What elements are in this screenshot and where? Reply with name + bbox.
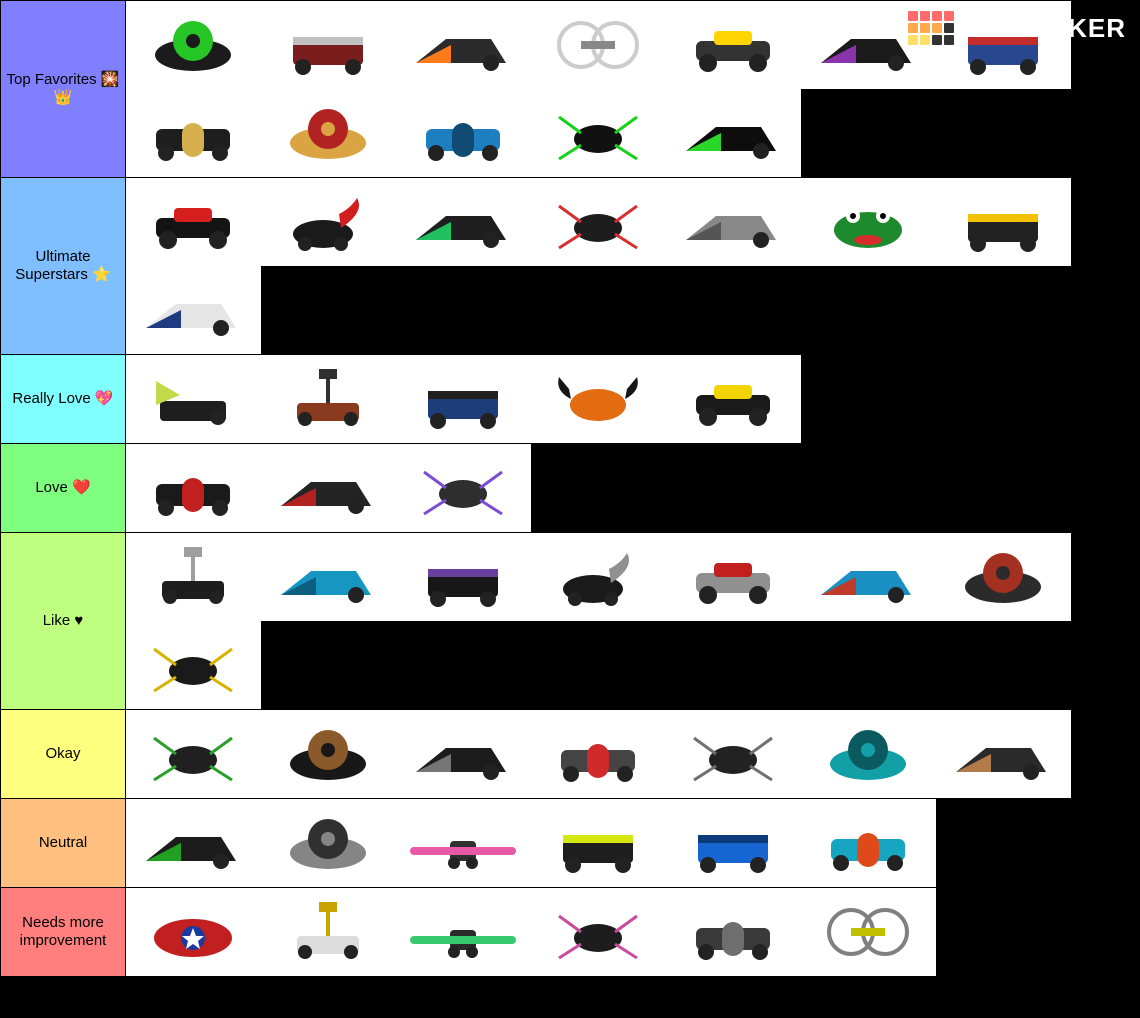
tier-items[interactable] <box>126 799 1140 887</box>
tier-item[interactable] <box>261 710 396 798</box>
tier-item[interactable] <box>261 888 396 976</box>
tier-label[interactable]: Neutral <box>1 799 126 887</box>
tier-item[interactable] <box>126 266 261 354</box>
tier-items[interactable] <box>126 178 1140 354</box>
tier-item[interactable] <box>801 799 936 887</box>
tier-item[interactable] <box>396 1 531 89</box>
tier-items[interactable] <box>126 444 1140 532</box>
tier-item[interactable] <box>666 178 801 266</box>
logo-grid-icon <box>908 11 954 45</box>
tier-row: Love ❤️ <box>1 444 1140 533</box>
tier-item[interactable] <box>261 1 396 89</box>
tier-items[interactable]: TIERMAKER <box>126 1 1140 177</box>
tier-label[interactable]: Like ♥ <box>1 533 126 709</box>
tier-item[interactable] <box>936 710 1071 798</box>
tier-item[interactable] <box>396 178 531 266</box>
tier-item[interactable] <box>666 355 801 443</box>
tier-item[interactable] <box>396 710 531 798</box>
tier-item[interactable] <box>126 621 261 709</box>
tier-item[interactable] <box>126 178 261 266</box>
tier-item[interactable] <box>396 444 531 532</box>
tier-item[interactable] <box>261 533 396 621</box>
tier-items[interactable] <box>126 355 1140 443</box>
tier-row: Needs more improvement <box>1 888 1140 977</box>
tier-item[interactable] <box>261 355 396 443</box>
tier-item[interactable] <box>261 178 396 266</box>
tier-label[interactable]: Okay <box>1 710 126 798</box>
tier-item[interactable] <box>936 533 1071 621</box>
logo-text: TIERMAKER <box>962 13 1126 44</box>
tier-items[interactable] <box>126 533 1140 709</box>
tier-item[interactable] <box>126 799 261 887</box>
tier-row: Ultimate Superstars ⭐ <box>1 178 1140 355</box>
tier-row: Really Love 💖 <box>1 355 1140 444</box>
tier-item[interactable] <box>666 1 801 89</box>
tier-item[interactable] <box>126 355 261 443</box>
tier-item[interactable] <box>666 89 801 177</box>
tier-item[interactable] <box>261 444 396 532</box>
tier-items[interactable] <box>126 888 1140 976</box>
tier-row: Like ♥ <box>1 533 1140 710</box>
tier-row: Neutral <box>1 799 1140 888</box>
tier-item[interactable] <box>126 444 261 532</box>
tier-item[interactable] <box>531 355 666 443</box>
tier-item[interactable] <box>396 355 531 443</box>
tier-row: Okay <box>1 710 1140 799</box>
tier-item[interactable] <box>126 1 261 89</box>
tier-item[interactable] <box>396 89 531 177</box>
tier-item[interactable] <box>666 710 801 798</box>
tier-item[interactable] <box>531 710 666 798</box>
tier-item[interactable] <box>666 799 801 887</box>
tier-item[interactable] <box>936 178 1071 266</box>
tier-items[interactable] <box>126 710 1140 798</box>
tier-item[interactable] <box>531 89 666 177</box>
tier-item[interactable] <box>396 888 531 976</box>
tier-item[interactable] <box>531 1 666 89</box>
tier-item[interactable] <box>666 533 801 621</box>
tier-item[interactable] <box>666 888 801 976</box>
tier-item[interactable] <box>126 888 261 976</box>
tier-label[interactable]: Really Love 💖 <box>1 355 126 443</box>
tier-item[interactable] <box>531 178 666 266</box>
tier-item[interactable] <box>801 710 936 798</box>
tier-item[interactable] <box>396 799 531 887</box>
tier-item[interactable] <box>396 533 531 621</box>
tier-row: Top Favorites 🎇👑 <box>1 1 1140 178</box>
tiermaker-logo: TIERMAKER <box>908 11 1126 45</box>
tier-item[interactable] <box>801 888 936 976</box>
tier-item[interactable] <box>531 888 666 976</box>
tier-label[interactable]: Needs more improvement <box>1 888 126 976</box>
tier-item[interactable] <box>531 533 666 621</box>
tier-label[interactable]: Top Favorites 🎇👑 <box>1 1 126 177</box>
tier-item[interactable] <box>261 89 396 177</box>
tier-item[interactable] <box>801 533 936 621</box>
tier-item[interactable] <box>126 710 261 798</box>
tier-item[interactable] <box>126 533 261 621</box>
tier-label[interactable]: Love ❤️ <box>1 444 126 532</box>
tier-item[interactable] <box>801 178 936 266</box>
tier-list: Top Favorites 🎇👑 <box>0 0 1140 977</box>
tier-item[interactable] <box>531 799 666 887</box>
tier-item[interactable] <box>261 799 396 887</box>
tier-item[interactable] <box>126 89 261 177</box>
tier-label[interactable]: Ultimate Superstars ⭐ <box>1 178 126 354</box>
